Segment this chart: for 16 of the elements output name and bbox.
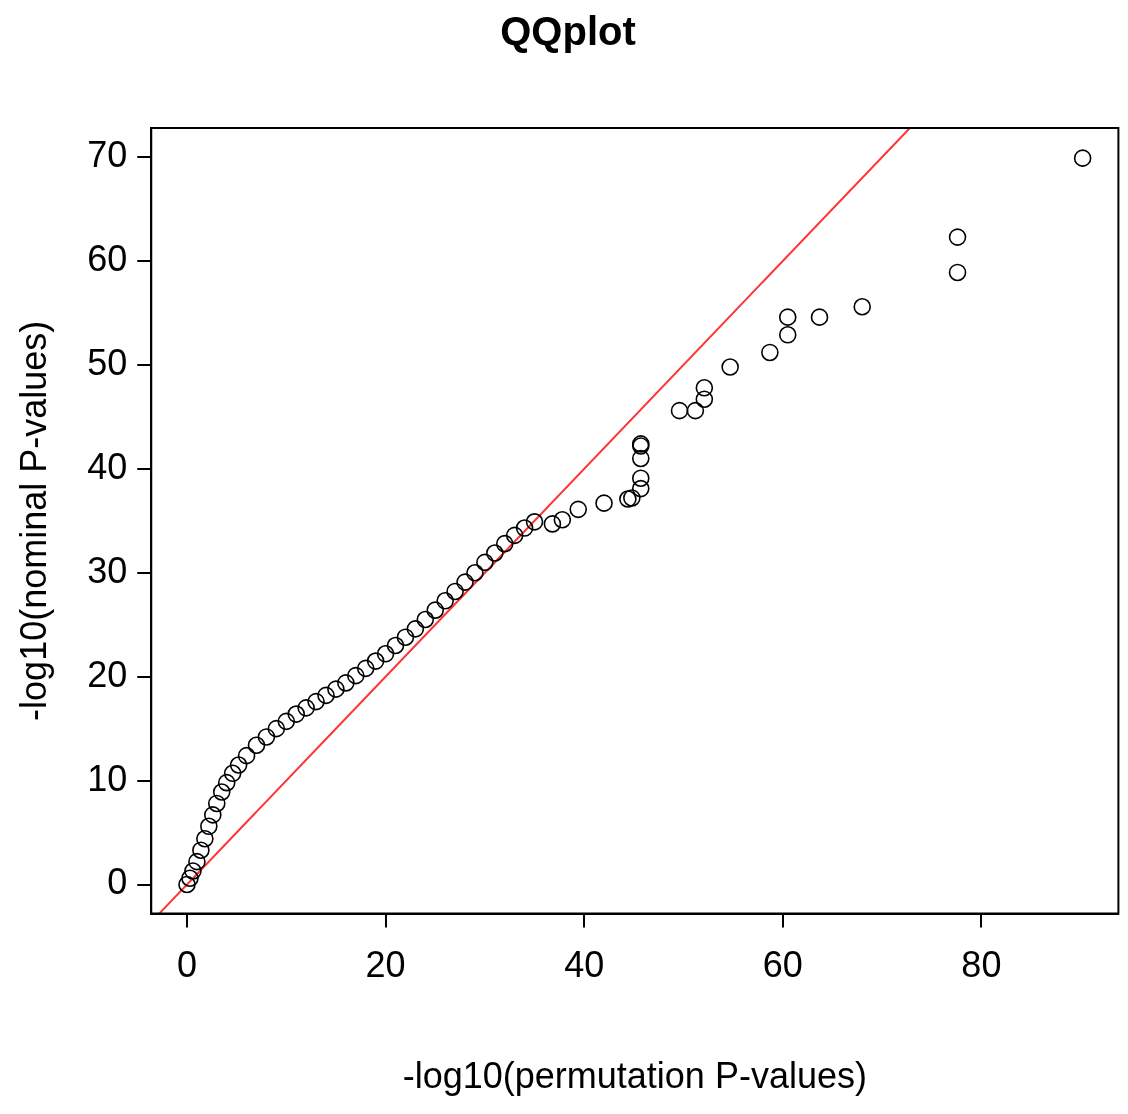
y-tick-label: 60 — [87, 237, 128, 279]
x-axis-title: -log10(permutation P-values) — [402, 1055, 867, 1097]
y-tick-label: 30 — [87, 549, 128, 591]
chart-title: QQplot — [500, 9, 636, 54]
x-tick-label: 80 — [961, 944, 1002, 986]
y-tick-label: 20 — [87, 653, 128, 695]
y-tick-label: 40 — [87, 445, 128, 487]
y-tick-label: 70 — [87, 134, 128, 176]
x-tick-label: 40 — [564, 944, 605, 986]
x-tick-label: 60 — [762, 944, 803, 986]
x-tick-label: 20 — [365, 944, 406, 986]
y-tick-label: 10 — [87, 757, 128, 799]
y-axis-title: -log10(nominal P-values) — [12, 320, 54, 721]
y-tick-label: 0 — [107, 861, 128, 903]
x-tick-label: 0 — [176, 944, 198, 986]
y-tick-label: 50 — [87, 341, 128, 383]
